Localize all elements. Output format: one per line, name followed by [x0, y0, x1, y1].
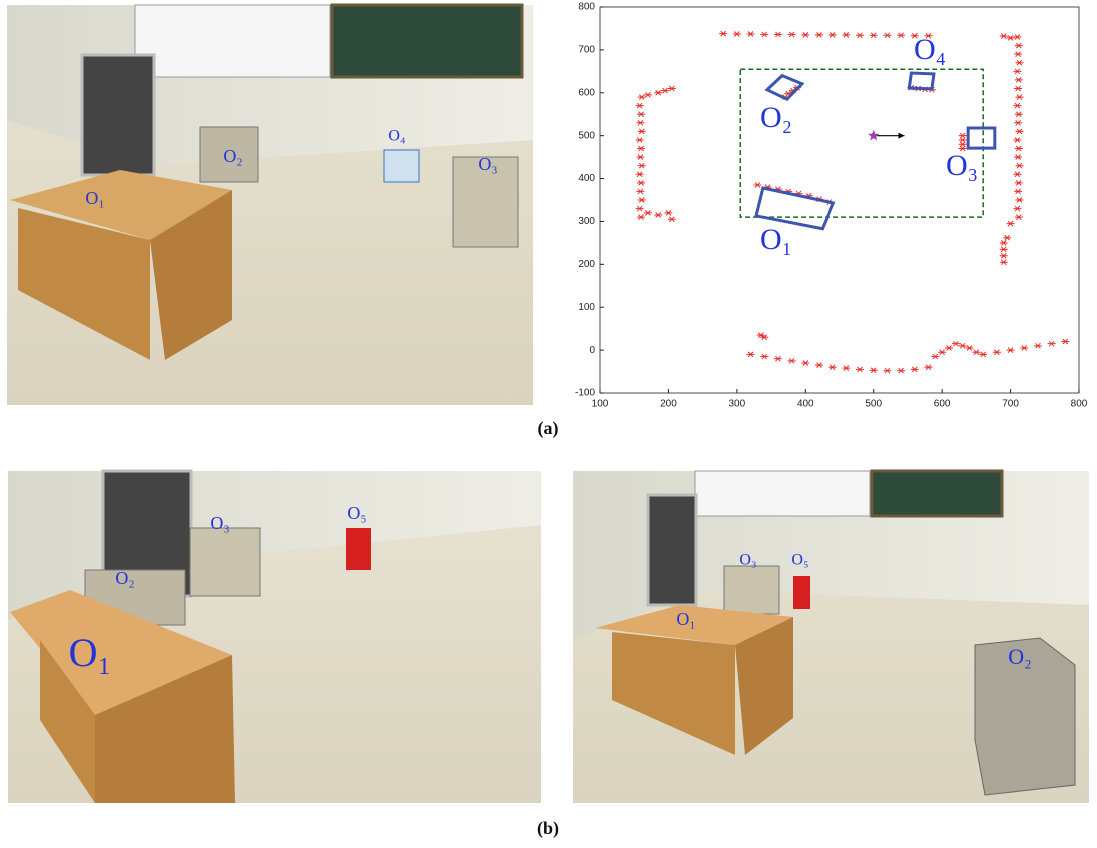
box-label: O₂ — [760, 101, 792, 134]
y-tick-label: 0 — [589, 345, 595, 356]
blackboard — [332, 5, 522, 77]
cabinet — [82, 55, 154, 175]
y-tick-label: -100 — [575, 388, 595, 399]
object-label: O₃ — [739, 552, 756, 569]
object-label: O₃ — [210, 513, 229, 533]
x-tick-label: 200 — [660, 399, 677, 410]
blackboard — [872, 471, 1002, 516]
caption: (a) — [538, 418, 559, 439]
photo-b2 — [573, 471, 1089, 803]
x-tick-label: 600 — [934, 399, 951, 410]
y-tick-label: 400 — [578, 173, 595, 184]
object-label: O₁ — [676, 609, 695, 629]
y-tick-label: 800 — [578, 2, 595, 13]
box-label: O₁ — [760, 223, 792, 256]
object-label: O₂ — [1008, 644, 1032, 669]
bin — [793, 576, 810, 609]
y-tick-label: 200 — [578, 259, 595, 270]
x-tick-label: 100 — [592, 399, 609, 410]
page: O₁ O₂ O₃ O₄ O₁ O₂ O₃ O₅ O₁ O₂ O₃ O₅ (a) (b) 100 200 300 4… — [0, 0, 1097, 848]
object-label: O₃ — [478, 154, 497, 174]
x-tick-label: 500 — [865, 399, 882, 410]
caption: (b) — [537, 818, 559, 839]
screen — [695, 471, 870, 516]
object-label: O₁ — [69, 630, 112, 675]
x-tick-label: 700 — [1002, 399, 1019, 410]
x-tick-label: 400 — [797, 399, 814, 410]
object-label: O₂ — [223, 146, 242, 166]
x-tick-label: 300 — [729, 399, 746, 410]
y-tick-label: 700 — [578, 45, 595, 56]
y-tick-label: 600 — [578, 87, 595, 98]
box-label: O₃ — [946, 149, 978, 182]
object-label: O₄ — [388, 128, 406, 145]
drawer — [190, 528, 260, 596]
box — [384, 150, 419, 182]
box-label: O₄ — [914, 33, 946, 66]
y-tick-label: 300 — [578, 216, 595, 227]
x-tick-label: 800 — [1071, 399, 1088, 410]
plot-frame — [600, 7, 1079, 393]
cabinet — [648, 495, 696, 605]
object-label: O₅ — [791, 552, 808, 569]
drawer — [724, 566, 779, 614]
bin — [346, 528, 371, 570]
object-label: O₁ — [85, 188, 104, 208]
object-label: O₅ — [347, 503, 366, 523]
object-label: O₂ — [115, 568, 134, 588]
y-tick-label: 100 — [578, 302, 595, 313]
y-tick-label: 500 — [578, 130, 595, 141]
screen — [135, 5, 330, 77]
figure: O₁ O₂ O₃ O₄ O₁ O₂ O₃ O₅ O₁ O₂ O₃ O₅ (a) (b) 100 200 300 4… — [0, 0, 1097, 843]
